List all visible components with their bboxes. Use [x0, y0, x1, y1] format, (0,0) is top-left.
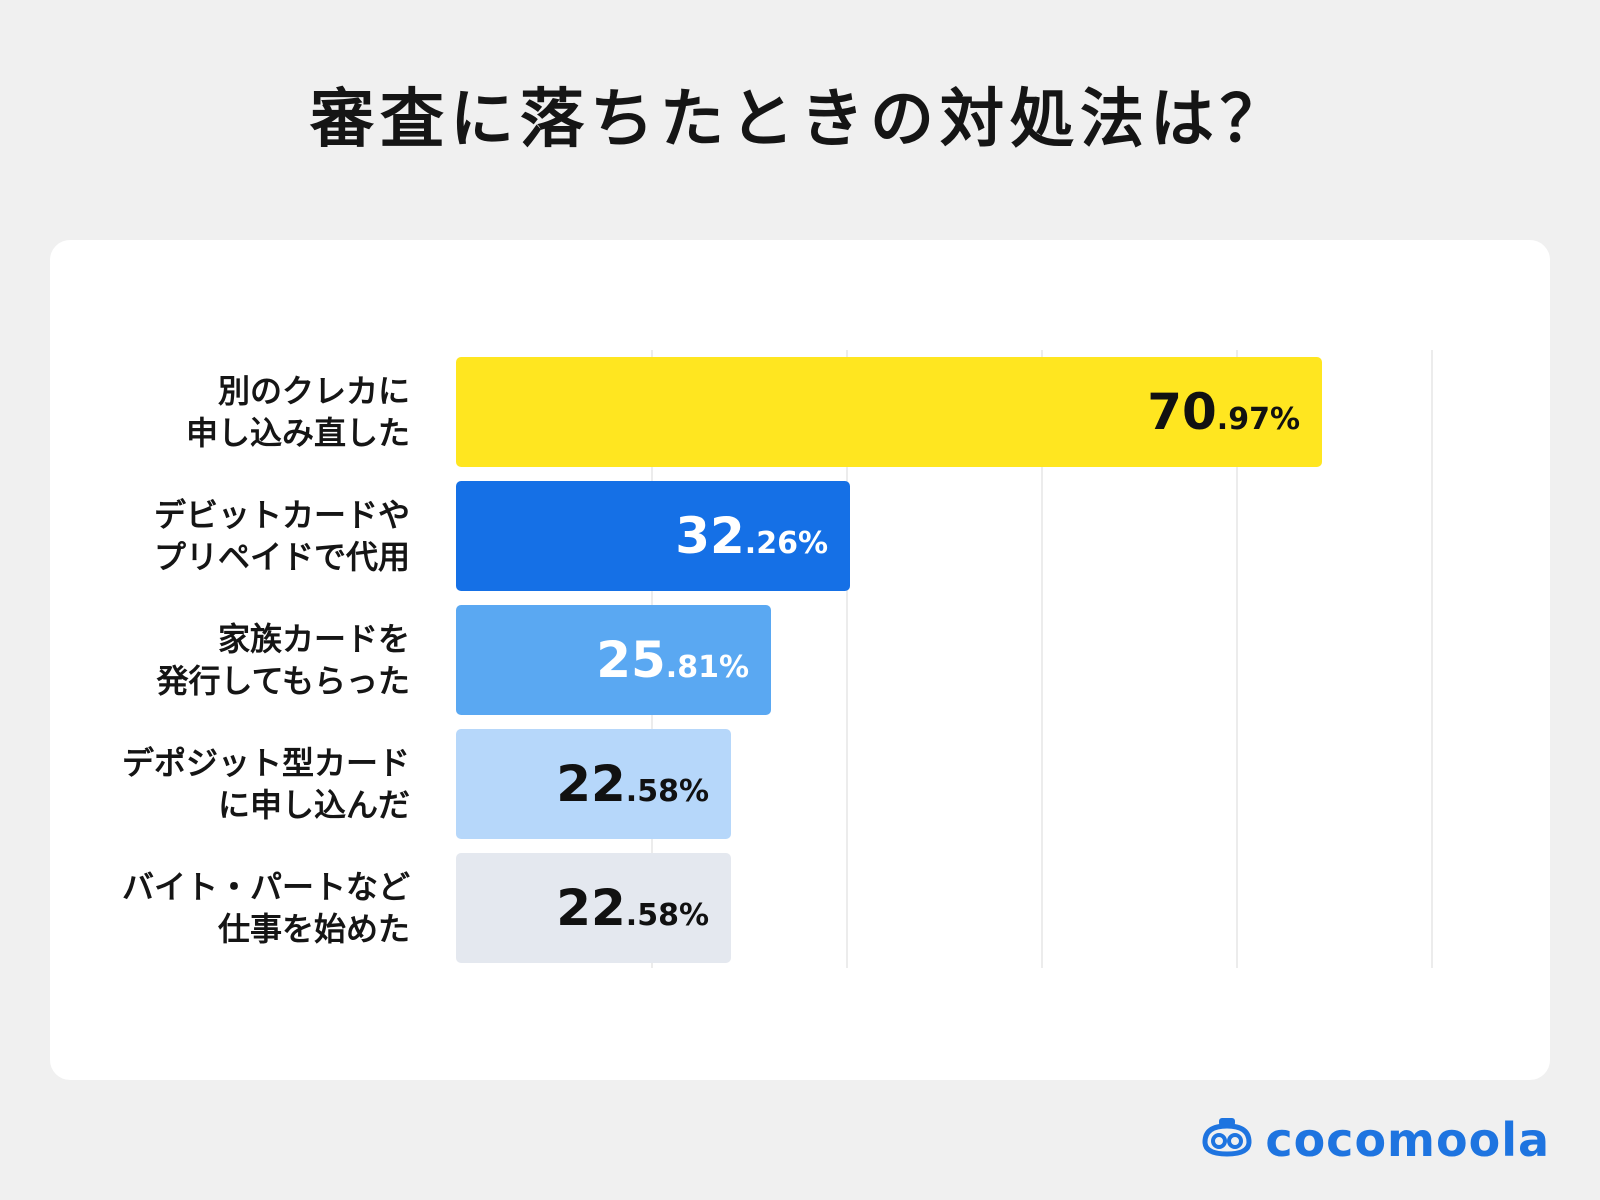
- bar: 22.58%: [456, 853, 731, 963]
- category-label: 別のクレカに申し込み直した: [50, 357, 410, 467]
- grid-line: [846, 350, 848, 968]
- bar-value-label: 70.97%: [1147, 357, 1300, 467]
- category-label-line: プリペイドで代用: [153, 538, 410, 576]
- bar-value-decimal: .97%: [1216, 402, 1300, 437]
- category-label-line: 発行してもらった: [156, 662, 410, 700]
- cocomoola-logo-icon: [1199, 1116, 1255, 1164]
- bar-value-integer: 70: [1147, 383, 1217, 441]
- category-label: デビットカードや プリペイドで代用: [50, 481, 410, 591]
- category-label: 家族カードを発行してもらった: [50, 605, 410, 715]
- category-label-line: 家族カードを: [217, 620, 410, 658]
- category-label-line: に申し込んだ: [217, 786, 410, 824]
- bar: 25.81%: [456, 605, 771, 715]
- bar-value-decimal: .58%: [625, 774, 709, 809]
- bar-value-label: 25.81%: [596, 605, 749, 715]
- bar-value-decimal: .81%: [665, 650, 749, 685]
- bar-value-integer: 32: [675, 507, 745, 565]
- bar: 32.26%: [456, 481, 850, 591]
- chart-title: 審査に落ちたときの対処法は？: [310, 83, 1290, 157]
- bar-value-decimal: .58%: [625, 898, 709, 933]
- category-label-line: 仕事を始めた: [217, 910, 410, 948]
- bar-value-label: 22.58%: [556, 853, 709, 963]
- grid-line: [1236, 350, 1238, 968]
- bar-value-label: 32.26%: [675, 481, 828, 591]
- category-label-line: バイト・パートなど: [121, 868, 410, 906]
- bar: 22.58%: [456, 729, 731, 839]
- bar-value-integer: 22: [556, 879, 626, 937]
- bar-value-integer: 25: [596, 631, 666, 689]
- bar-value-decimal: .26%: [744, 526, 828, 561]
- category-label: バイト・パートなど仕事を始めた: [50, 853, 410, 963]
- category-label-line: 申し込み直した: [185, 414, 410, 452]
- grid-line: [1431, 350, 1433, 968]
- grid-line: [1041, 350, 1043, 968]
- category-label-line: デポジット型カード: [121, 744, 410, 782]
- brand-name: cocomoola: [1265, 1113, 1550, 1167]
- bar-value-label: 22.58%: [556, 729, 709, 839]
- category-label-line: デビットカードや: [153, 496, 410, 534]
- bar: 70.97%: [456, 357, 1322, 467]
- category-label: デポジット型カードに申し込んだ: [50, 729, 410, 839]
- brand-logo: cocomoola: [1199, 1113, 1550, 1167]
- bar-value-integer: 22: [556, 755, 626, 813]
- category-label-line: 別のクレカに: [217, 372, 410, 410]
